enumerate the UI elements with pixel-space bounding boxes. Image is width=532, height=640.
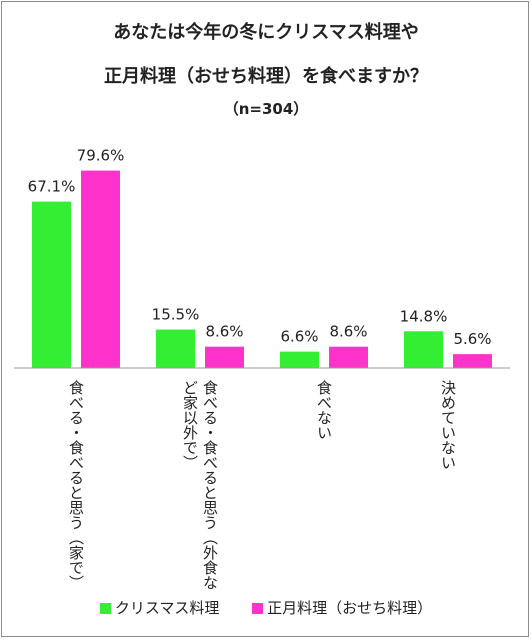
data-label-2-1: 8.6% xyxy=(329,323,367,341)
category-label-3-0: 決めていない xyxy=(439,380,457,470)
bar-2-0 xyxy=(280,351,319,368)
legend-label-christmas: クリスマス料理 xyxy=(114,599,220,617)
data-label-1-1: 8.6% xyxy=(205,323,243,341)
bar-3-1 xyxy=(453,354,492,368)
data-label-2-0: 6.6% xyxy=(280,328,318,346)
legend-swatch-christmas xyxy=(99,603,111,614)
chart-title-line-1: あなたは今年の冬にクリスマス料理や xyxy=(113,22,419,43)
bar-3-0 xyxy=(404,331,443,368)
bar-0-1 xyxy=(81,170,120,368)
chart-subtitle: （n=304） xyxy=(223,100,309,118)
legend-item-new-year: 正月料理（おせち料理） xyxy=(252,597,432,618)
bar-2-1 xyxy=(329,346,368,368)
data-label-1-0: 15.5% xyxy=(152,306,200,324)
legend-item-christmas: クリスマス料理 xyxy=(99,597,220,618)
data-label-3-0: 14.8% xyxy=(400,307,448,325)
bar-1-1 xyxy=(205,346,244,368)
legend-swatch-new-year xyxy=(252,603,264,614)
data-label-0-1: 79.6% xyxy=(77,147,125,165)
bar-0-0 xyxy=(32,201,71,368)
legend: クリスマス料理 正月料理（おせち料理） xyxy=(0,597,532,618)
category-label-1-0: 食べる・食べると思う（外食な xyxy=(201,380,219,590)
category-label-2-0: 食べない xyxy=(315,380,333,440)
data-label-0-0: 67.1% xyxy=(28,178,76,196)
category-label-1-1: ど家以外で） xyxy=(181,380,199,470)
data-label-3-1: 5.6% xyxy=(453,330,491,348)
bar-1-0 xyxy=(156,329,195,368)
category-label-0-0: 食べる・食べると思う（家で） xyxy=(67,380,85,590)
chart-title-line-2: 正月料理（おせち料理）を食べますか？ xyxy=(104,66,428,87)
legend-label-new-year: 正月料理（おせち料理） xyxy=(267,599,433,617)
